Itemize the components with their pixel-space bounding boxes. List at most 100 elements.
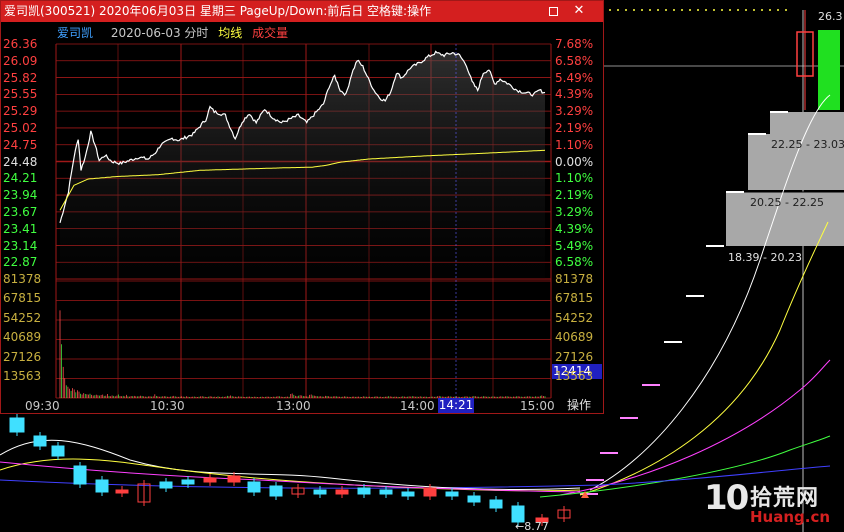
bg-candle xyxy=(291,487,305,495)
price-axis-label: 23.67 xyxy=(3,205,38,219)
bg-candle xyxy=(51,445,65,457)
bg-candle xyxy=(335,489,349,495)
price-axis-label: 26.09 xyxy=(3,53,38,68)
bg-dot xyxy=(609,9,611,11)
legend-stock-name: 爱司凯 xyxy=(57,26,94,40)
percent-axis-label: 5.49% xyxy=(555,70,594,85)
price-axis-label: 24.48 xyxy=(3,154,38,169)
bg-dot xyxy=(625,9,627,11)
intraday-popup-window[interactable]: 爱司凯(300521) 2020年06月03日 星期三 PageUp/Down:… xyxy=(0,0,604,414)
watermark-number: 10 xyxy=(704,478,749,518)
price-axis-label: 25.02 xyxy=(3,121,38,135)
price-axis-label: 26.36 xyxy=(3,37,38,51)
price-axis-label: 25.29 xyxy=(3,104,38,119)
percent-axis-label: 4.39% xyxy=(555,221,594,236)
bg-price-top-label: 26.3 xyxy=(818,10,843,23)
bg-dot xyxy=(785,9,787,11)
time-label: 10:30 xyxy=(150,399,185,413)
percent-axis-label: 1.10% xyxy=(555,137,594,152)
restore-icon xyxy=(548,6,558,16)
bg-range-label: 22.25 - 23.03 xyxy=(771,138,844,151)
bg-candle xyxy=(247,481,261,493)
bg-candle xyxy=(115,489,129,494)
bg-candle xyxy=(159,481,173,489)
price-axis-label: 23.94 xyxy=(3,188,38,203)
bg-dot xyxy=(761,9,763,11)
volume-axis-label: 40689 xyxy=(3,330,42,345)
percent-axis-label: 3.29% xyxy=(555,104,594,119)
chart-legend: 爱司凯 2020-06-03 分时 均线 成交量 xyxy=(57,24,294,40)
price-axis-label: 23.41 xyxy=(3,221,38,236)
bg-ma-curve xyxy=(589,94,831,491)
price-axis-label: 25.82 xyxy=(3,70,38,85)
bg-candle xyxy=(379,489,393,495)
volume-axis-label: 54252 xyxy=(3,310,42,325)
bg-candle xyxy=(137,483,151,503)
bg-dot xyxy=(769,9,771,11)
operate-button[interactable]: 操作 xyxy=(566,398,591,412)
bg-candle xyxy=(9,417,25,433)
bg-dot xyxy=(753,9,755,11)
watermark-cn: 拾荒网 xyxy=(750,486,820,511)
volume-axis-label: 13563 xyxy=(555,369,594,383)
bg-dot xyxy=(657,9,659,11)
watermark-logo: 10 拾荒网 Huang.cn xyxy=(704,476,840,530)
bg-candle-up xyxy=(796,31,814,77)
bg-candle xyxy=(423,487,437,497)
volume-axis-label: 13563 xyxy=(3,369,42,383)
bg-dot xyxy=(705,9,707,11)
close-button[interactable]: ✕ xyxy=(572,4,586,18)
bg-candle xyxy=(203,477,217,483)
price-area-fill xyxy=(60,51,545,280)
percent-axis-label: 0.00% xyxy=(555,154,594,169)
time-label: 15:00 xyxy=(520,399,555,413)
price-line xyxy=(59,50,546,224)
legend-vol: 成交量 xyxy=(252,26,289,40)
bg-dot xyxy=(641,9,643,11)
volume-axis-label: 67815 xyxy=(555,291,594,306)
avg-price-line xyxy=(59,149,546,211)
price-axis-label: 25.55 xyxy=(3,87,38,102)
restore-button[interactable] xyxy=(546,4,560,18)
legend-avg: 均线 xyxy=(218,26,243,40)
bg-dot xyxy=(713,9,715,11)
time-label: 09:30 xyxy=(25,399,60,413)
bg-candle xyxy=(445,491,459,497)
bg-candle xyxy=(535,517,549,523)
bg-range-label: 18.39 - 20.23 xyxy=(728,251,802,264)
bg-dot xyxy=(697,9,699,11)
bg-ma-curve xyxy=(0,465,831,489)
percent-axis-label: 1.10% xyxy=(555,171,594,186)
bg-dot xyxy=(617,9,619,11)
percent-axis-label: 2.19% xyxy=(555,121,594,135)
bg-candle-down xyxy=(818,30,840,110)
bg-candle xyxy=(269,485,283,497)
bg-marker xyxy=(581,491,589,498)
popup-titlebar[interactable]: 爱司凯(300521) 2020年06月03日 星期三 PageUp/Down:… xyxy=(1,1,603,22)
bg-dot xyxy=(673,9,675,11)
cursor-time-badge: 14:21 xyxy=(438,398,474,413)
bg-candle xyxy=(73,465,87,485)
bg-candle xyxy=(557,509,571,519)
price-axis-label: 22.87 xyxy=(3,255,38,270)
bg-dot xyxy=(649,9,651,11)
close-icon: ✕ xyxy=(573,3,585,18)
volume-axis-label: 81378 xyxy=(555,272,594,286)
bg-candle xyxy=(467,495,481,503)
price-axis-label: 24.21 xyxy=(3,171,38,186)
bg-ma-curve xyxy=(0,439,581,491)
bg-candle xyxy=(95,479,109,493)
bg-candle xyxy=(401,491,415,497)
bg-candle xyxy=(181,479,195,485)
time-label: 14:00 xyxy=(400,399,435,413)
price-axis-label: 24.75 xyxy=(3,137,38,152)
bg-candle xyxy=(227,475,241,483)
volume-axis-label: 27126 xyxy=(555,349,594,364)
intraday-chart[interactable] xyxy=(1,22,603,414)
volume-axis-label: 40689 xyxy=(555,330,594,345)
bg-dot xyxy=(633,9,635,11)
percent-axis-label: 5.49% xyxy=(555,238,594,253)
bg-candle xyxy=(489,499,503,509)
percent-axis-label: 6.58% xyxy=(555,255,594,270)
